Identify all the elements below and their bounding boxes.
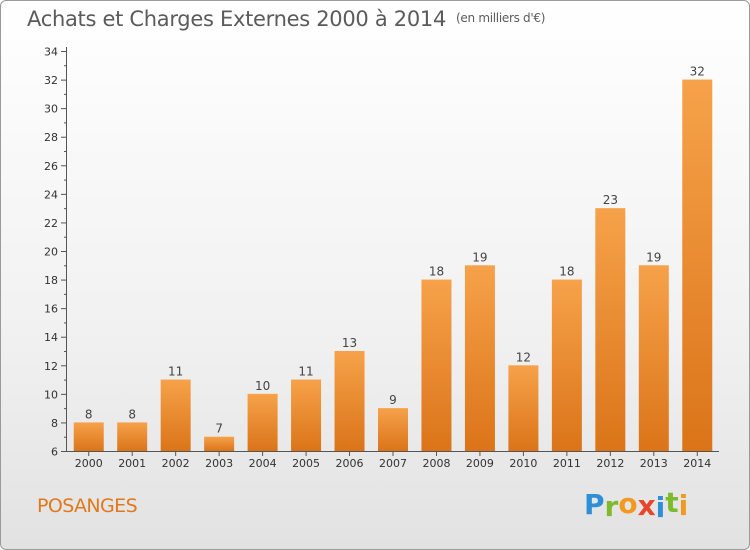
y-tick-label: 14 bbox=[44, 331, 58, 344]
bar-value-label: 11 bbox=[298, 365, 313, 379]
bar-value-label: 19 bbox=[646, 250, 661, 264]
x-tick-label: 2006 bbox=[336, 457, 364, 470]
y-tick-label: 30 bbox=[44, 103, 58, 116]
chart-title: Achats et Charges Externes 2000 à 2014 (e… bbox=[27, 7, 545, 31]
logo-letter: i bbox=[678, 489, 689, 522]
bar-2014 bbox=[682, 79, 713, 452]
bar-2006 bbox=[334, 351, 365, 451]
x-tick-label: 2005 bbox=[292, 457, 320, 470]
x-tick-label: 2013 bbox=[640, 457, 668, 470]
logo-letter: t bbox=[665, 486, 679, 519]
bar-2000 bbox=[73, 422, 104, 451]
bar-value-label: 18 bbox=[429, 265, 444, 279]
x-tick-label: 2010 bbox=[509, 457, 537, 470]
y-tick-label: 28 bbox=[44, 131, 58, 144]
bar-2003 bbox=[204, 436, 235, 451]
bar-value-label: 9 bbox=[389, 393, 397, 407]
x-tick-label: 2014 bbox=[683, 457, 711, 470]
bar-value-label: 7 bbox=[215, 422, 223, 436]
bar-2001 bbox=[117, 422, 148, 451]
y-tick-label: 6 bbox=[51, 446, 58, 459]
logo-letter: r bbox=[604, 490, 619, 523]
bar-value-label: 8 bbox=[85, 407, 93, 421]
bar-value-label: 10 bbox=[255, 379, 270, 393]
bar-value-label: 11 bbox=[168, 365, 183, 379]
y-tick-label: 10 bbox=[44, 388, 58, 401]
bar-2010 bbox=[508, 365, 539, 451]
bar-2008 bbox=[421, 279, 452, 451]
y-tick-label: 26 bbox=[44, 160, 58, 173]
x-axis: 2000 2001 2002 2003 2004 2005 2006 2007 2008 2009… bbox=[66, 451, 719, 470]
x-tick-label: 2001 bbox=[118, 457, 146, 470]
bar-2002 bbox=[160, 379, 191, 451]
bars: 8 8 11 7 10 11 13 9 18 19 12 18 23 19 32 bbox=[73, 65, 713, 452]
y-tick-label: 34 bbox=[44, 46, 58, 59]
bar-value-label: 8 bbox=[128, 407, 136, 421]
bar-value-label: 12 bbox=[516, 350, 531, 364]
y-tick-label: 20 bbox=[44, 246, 58, 259]
y-tick-label: 18 bbox=[44, 274, 58, 287]
bar-2004 bbox=[247, 393, 278, 451]
bar-2007 bbox=[378, 408, 408, 451]
x-tick-label: 2007 bbox=[379, 457, 407, 470]
bar-value-label: 13 bbox=[342, 336, 357, 350]
y-tick-label: 12 bbox=[44, 360, 58, 373]
y-axis: 6 8 10 12 14 16 18 20 22 24 26 28 30 32 34 bbox=[44, 46, 67, 459]
x-tick-label: 2000 bbox=[75, 457, 103, 470]
x-tick-label: 2008 bbox=[422, 457, 450, 470]
y-tick-label: 32 bbox=[44, 74, 58, 87]
commune-name: POSANGES bbox=[37, 495, 138, 517]
logo-letter: i bbox=[655, 491, 666, 524]
bar-2013 bbox=[638, 265, 669, 451]
y-tick-label: 24 bbox=[44, 188, 58, 201]
bar-value-label: 32 bbox=[690, 65, 705, 79]
logo-letter: x bbox=[637, 489, 656, 522]
bar-value-label: 23 bbox=[603, 193, 618, 207]
logo-letter: P bbox=[584, 488, 605, 521]
x-tick-label: 2012 bbox=[596, 457, 624, 470]
x-tick-label: 2011 bbox=[553, 457, 581, 470]
bar-2009 bbox=[464, 265, 495, 451]
x-tick-label: 2002 bbox=[162, 457, 190, 470]
y-tick-label: 16 bbox=[44, 303, 58, 316]
proxiti-logo: Proxiti bbox=[584, 486, 689, 524]
x-tick-label: 2009 bbox=[466, 457, 494, 470]
bar-2011 bbox=[551, 279, 582, 451]
y-tick-label: 22 bbox=[44, 217, 58, 230]
bar-2012 bbox=[595, 208, 626, 451]
bar-value-label: 18 bbox=[559, 265, 574, 279]
unit-label: (en milliers d'€) bbox=[456, 11, 546, 25]
y-tick-label: 8 bbox=[51, 417, 58, 430]
x-tick-label: 2003 bbox=[205, 457, 233, 470]
chart-title-text: Achats et Charges Externes 2000 à 2014 bbox=[27, 7, 447, 31]
bar-value-label: 19 bbox=[472, 250, 487, 264]
x-tick-label: 2004 bbox=[249, 457, 277, 470]
bar-2005 bbox=[291, 379, 322, 451]
logo-letter: o bbox=[618, 487, 638, 520]
